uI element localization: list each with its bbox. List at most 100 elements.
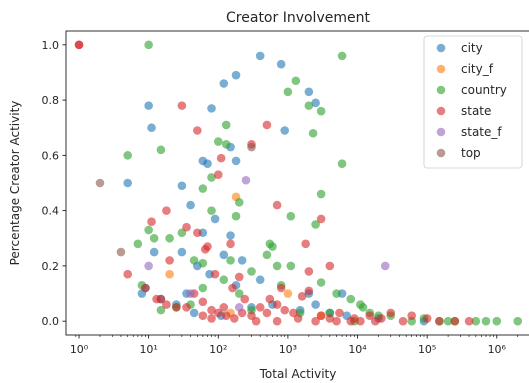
point-country-4 — [221, 120, 231, 130]
point-country-11 — [337, 159, 347, 168]
point-state-10 — [193, 228, 202, 238]
legend-box — [423, 35, 523, 169]
point-country-21 — [226, 256, 235, 265]
x-tick-label-0: 10⁰ — [70, 343, 89, 356]
legend-marker-city — [436, 43, 446, 53]
point-city_f-2 — [283, 289, 293, 298]
legend-label-top: top — [461, 146, 481, 160]
point-state-64 — [350, 314, 359, 323]
point-city-11 — [311, 98, 320, 108]
point-city-8 — [255, 51, 265, 61]
point-state-59 — [228, 283, 237, 293]
point-state-53 — [450, 316, 460, 326]
point-city-18 — [226, 231, 235, 240]
legend-entry-country: country — [436, 83, 507, 97]
point-state-17 — [304, 267, 314, 276]
point-country-41 — [513, 316, 523, 326]
point-state-49 — [398, 316, 408, 326]
point-country-9 — [308, 128, 318, 138]
point-country-10 — [337, 51, 347, 61]
y-tick-label-4: 0.8 — [42, 94, 60, 107]
point-state-39 — [297, 292, 307, 301]
point-country-3 — [213, 137, 223, 146]
point-state-42 — [325, 314, 335, 323]
point-city-39 — [311, 300, 320, 309]
point-country-30 — [268, 242, 277, 251]
legend-label-city_f: city_f — [461, 62, 494, 76]
point-state-12 — [226, 239, 235, 249]
point-state_f-0 — [144, 261, 153, 271]
point-state-13 — [272, 200, 282, 210]
point-state-68 — [251, 316, 261, 326]
legend-marker-state — [436, 106, 446, 116]
point-country-43 — [272, 261, 282, 271]
point-state-29 — [213, 308, 223, 318]
legend-marker-city_f — [436, 64, 446, 74]
point-state-60 — [240, 294, 250, 304]
legend-label-country: country — [461, 83, 507, 97]
point-city-43 — [237, 256, 247, 265]
point-country-12 — [316, 189, 326, 199]
point-state-70 — [311, 316, 320, 326]
point-top-2 — [247, 142, 256, 152]
point-state-57 — [200, 245, 210, 254]
point-city-20 — [177, 247, 187, 257]
legend-entry-state: state — [436, 104, 491, 118]
point-state-7 — [213, 170, 223, 180]
point-city-14 — [203, 159, 212, 168]
point-city_f-1 — [165, 269, 174, 279]
y-tick-label-0: 0.0 — [42, 315, 60, 328]
y-tick-label-1: 0.2 — [42, 260, 60, 273]
x-tick-label-3: 10³ — [279, 343, 297, 356]
point-state-37 — [280, 305, 290, 315]
x-axis-label: Total Activity — [259, 367, 337, 381]
point-country-33 — [346, 294, 356, 304]
point-state-41 — [316, 311, 326, 320]
point-state-50 — [407, 311, 417, 320]
axes-frame — [65, 30, 529, 336]
point-state-9 — [162, 206, 171, 215]
point-country-22 — [198, 258, 208, 268]
point-state-62 — [262, 308, 272, 318]
point-country-40 — [492, 316, 502, 326]
point-state-15 — [316, 214, 326, 224]
point-city-5 — [207, 104, 216, 113]
point-city-19 — [219, 250, 229, 260]
point-state-16 — [325, 261, 335, 271]
point-state-52 — [435, 316, 444, 326]
point-state-69 — [272, 316, 282, 326]
point-country-25 — [133, 239, 143, 249]
point-state-63 — [293, 314, 303, 323]
point-state-14 — [301, 239, 310, 249]
y-tick-label-3: 0.6 — [42, 149, 60, 162]
point-state-56 — [182, 222, 191, 232]
point-country-42 — [356, 300, 365, 309]
point-country-19 — [207, 173, 216, 182]
point-state-19 — [234, 272, 244, 282]
point-country-28 — [286, 261, 296, 271]
point-country-63 — [262, 250, 272, 260]
point-state_f-2 — [380, 261, 390, 271]
point-city-2 — [123, 178, 132, 188]
legend-label-state_f: state_f — [461, 125, 502, 139]
point-state-30 — [221, 311, 231, 320]
point-state-36 — [272, 300, 282, 309]
point-city-35 — [189, 308, 199, 318]
legend-entry-city_f: city_f — [436, 62, 494, 76]
point-state-31 — [230, 314, 239, 323]
point-country-62 — [311, 220, 320, 229]
point-city-15 — [186, 200, 195, 210]
point-state-6 — [216, 153, 226, 163]
point-city-7 — [231, 70, 241, 80]
legend-entry-top: top — [436, 146, 481, 160]
point-country-56 — [316, 278, 326, 287]
point-state-48 — [386, 308, 396, 318]
legend-marker-top — [436, 148, 446, 158]
point-state-34 — [255, 303, 265, 312]
point-state-40 — [304, 286, 314, 296]
y-tick-label-2: 0.4 — [42, 205, 60, 218]
point-country-2 — [156, 145, 166, 155]
x-axis-ticks: 10⁰ 10¹ 10² 10³ 10⁴ 10⁵ 10⁶ — [70, 335, 519, 356]
